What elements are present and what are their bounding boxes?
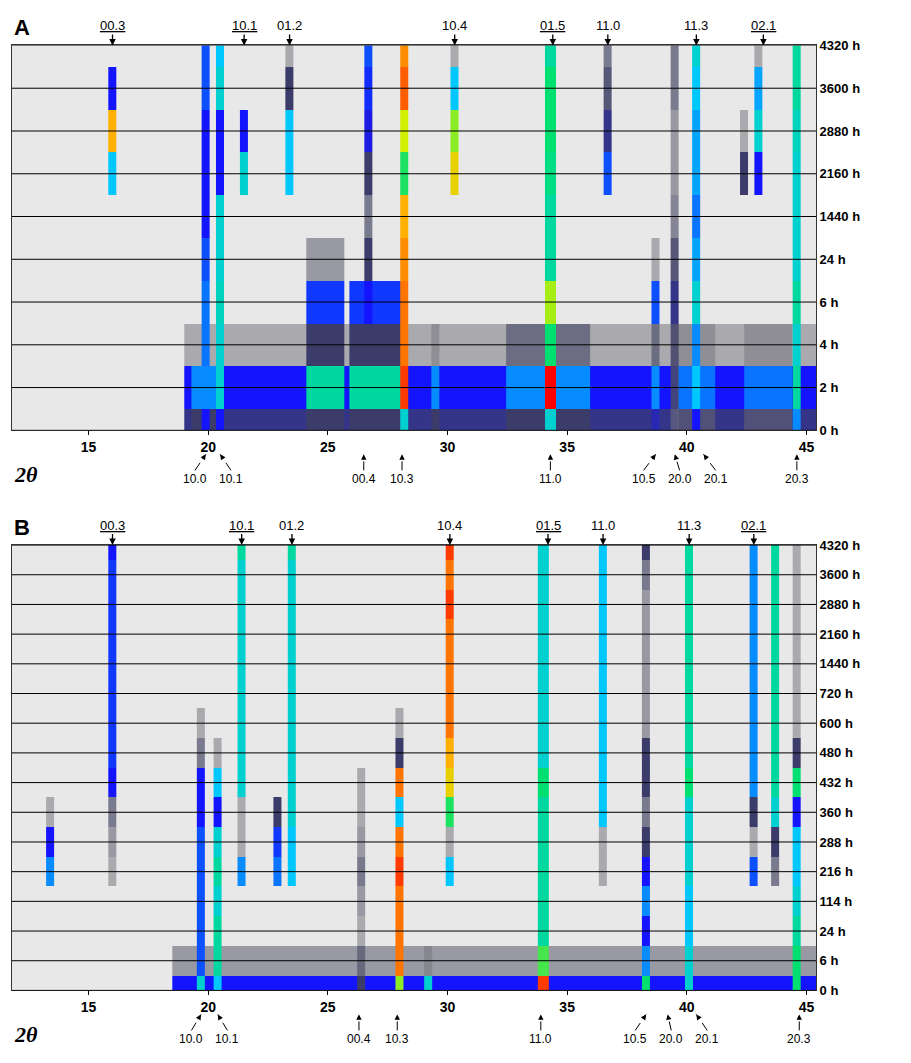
svg-text:25: 25 <box>320 439 336 455</box>
svg-text:360 h: 360 h <box>820 805 853 820</box>
svg-text:4 h: 4 h <box>820 337 839 352</box>
svg-text:10.1: 10.1 <box>215 1032 239 1046</box>
svg-text:2880 h: 2880 h <box>820 124 861 139</box>
svg-text:11.0: 11.0 <box>596 18 620 33</box>
svg-text:114 h: 114 h <box>820 894 853 909</box>
svg-text:01.5: 01.5 <box>536 518 561 533</box>
svg-text:6 h: 6 h <box>820 295 839 310</box>
svg-text:00.3: 00.3 <box>100 18 125 33</box>
svg-text:01.2: 01.2 <box>279 518 304 533</box>
svg-text:11.0: 11.0 <box>591 518 615 533</box>
svg-text:35: 35 <box>559 439 575 455</box>
svg-text:45: 45 <box>799 439 815 455</box>
svg-text:00.3: 00.3 <box>100 518 125 533</box>
svg-text:00.4: 00.4 <box>347 1032 371 1046</box>
svg-text:4320 h: 4320 h <box>820 538 861 553</box>
svg-text:3600 h: 3600 h <box>820 567 861 582</box>
svg-text:11.3: 11.3 <box>684 18 708 33</box>
svg-text:20.0: 20.0 <box>668 472 692 486</box>
svg-text:11.0: 11.0 <box>539 472 562 486</box>
svg-text:20.3: 20.3 <box>785 472 809 486</box>
svg-text:2880 h: 2880 h <box>820 597 861 612</box>
svg-text:24 h: 24 h <box>820 252 846 267</box>
svg-text:6 h: 6 h <box>820 953 839 968</box>
svg-text:20.3: 20.3 <box>787 1032 811 1046</box>
svg-text:45: 45 <box>799 999 815 1015</box>
svg-text:432 h: 432 h <box>820 775 853 790</box>
svg-text:02.1: 02.1 <box>741 518 766 533</box>
svg-text:10.5: 10.5 <box>632 472 656 486</box>
svg-text:2θ: 2θ <box>14 1022 38 1047</box>
svg-text:600 h: 600 h <box>820 716 853 731</box>
svg-text:30: 30 <box>440 999 456 1015</box>
svg-text:2160 h: 2160 h <box>820 166 861 181</box>
svg-text:00.4: 00.4 <box>352 472 376 486</box>
svg-text:2 h: 2 h <box>820 380 839 395</box>
svg-text:10.3: 10.3 <box>385 1032 409 1046</box>
svg-text:A: A <box>14 15 30 40</box>
svg-text:B: B <box>14 515 30 540</box>
svg-text:0 h: 0 h <box>820 423 839 438</box>
svg-text:10.0: 10.0 <box>179 1032 203 1046</box>
svg-text:10.1: 10.1 <box>229 518 254 533</box>
svg-text:10.5: 10.5 <box>623 1032 647 1046</box>
svg-text:216 h: 216 h <box>820 864 853 879</box>
svg-text:0 h: 0 h <box>820 983 839 998</box>
svg-text:1440 h: 1440 h <box>820 209 861 224</box>
svg-text:288 h: 288 h <box>820 835 853 850</box>
svg-text:40: 40 <box>679 439 695 455</box>
svg-text:15: 15 <box>81 999 97 1015</box>
svg-text:1440 h: 1440 h <box>820 656 861 671</box>
svg-text:4320 h: 4320 h <box>820 38 861 53</box>
svg-text:11.0: 11.0 <box>529 1032 552 1046</box>
svg-text:10.0: 10.0 <box>183 472 207 486</box>
svg-text:720 h: 720 h <box>820 686 853 701</box>
svg-text:20: 20 <box>200 999 216 1015</box>
svg-text:24 h: 24 h <box>820 924 846 939</box>
svg-text:10.3: 10.3 <box>390 472 414 486</box>
svg-text:2θ: 2θ <box>14 462 38 487</box>
svg-text:480 h: 480 h <box>820 745 853 760</box>
svg-text:10.1: 10.1 <box>232 18 257 33</box>
svg-text:20.1: 20.1 <box>695 1032 719 1046</box>
svg-text:01.2: 01.2 <box>277 18 302 33</box>
svg-text:35: 35 <box>559 999 575 1015</box>
svg-text:15: 15 <box>81 439 97 455</box>
svg-text:20.1: 20.1 <box>704 472 728 486</box>
svg-text:20.0: 20.0 <box>659 1032 683 1046</box>
svg-text:30: 30 <box>440 439 456 455</box>
svg-text:10.1: 10.1 <box>219 472 243 486</box>
svg-text:40: 40 <box>679 999 695 1015</box>
svg-text:20: 20 <box>200 439 216 455</box>
svg-text:25: 25 <box>320 999 336 1015</box>
svg-text:11.3: 11.3 <box>677 518 701 533</box>
svg-text:2160 h: 2160 h <box>820 627 861 642</box>
svg-text:10.4: 10.4 <box>442 18 467 33</box>
svg-text:3600 h: 3600 h <box>820 81 861 96</box>
svg-text:02.1: 02.1 <box>751 18 776 33</box>
svg-text:10.4: 10.4 <box>437 518 462 533</box>
svg-text:01.5: 01.5 <box>540 18 565 33</box>
